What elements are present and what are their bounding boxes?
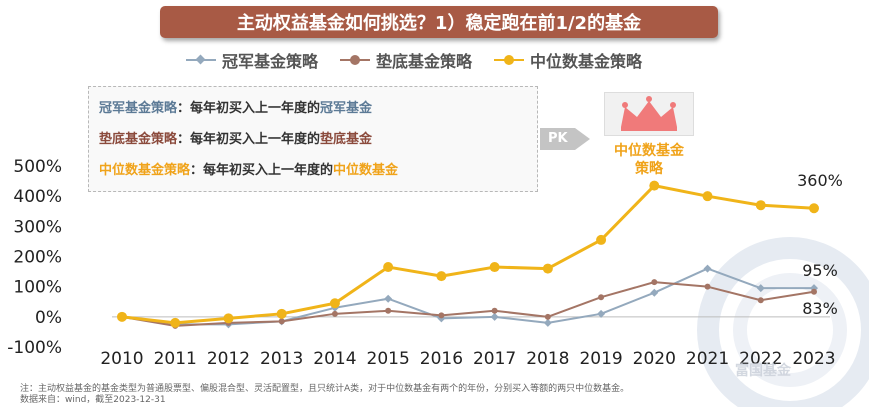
definition-target: 垫底基金 [320, 132, 373, 147]
data-point [649, 180, 660, 191]
y-tick-label: 100% [13, 278, 62, 298]
legend: 冠军基金策略 垫底基金策略 中位数基金策略 [186, 46, 706, 74]
end-labels: 360% 95% 83% [797, 171, 843, 318]
data-point [436, 271, 447, 282]
data-point [650, 288, 659, 297]
series-line [121, 184, 815, 325]
data-point [809, 203, 819, 214]
definition-text: ：每年初买入上一年度的 [177, 132, 321, 147]
chart-title-banner: 主动权益基金如何挑选？1）稳定跑在前1/2的基金 [160, 6, 718, 38]
data-point [543, 318, 552, 327]
legend-swatch-bottom [340, 54, 371, 66]
y-tick-label: 0% [35, 308, 62, 328]
y-tick-label: 400% [13, 187, 62, 207]
y-tick-label: 300% [13, 217, 62, 237]
data-point [702, 191, 713, 202]
legend-label-median: 中位数基金策略 [530, 52, 643, 71]
data-point [544, 313, 551, 320]
definition-term: 冠军基金策略 [99, 101, 178, 116]
y-tick-label: -100% [7, 338, 62, 358]
strategy-definition-box: 冠军基金策略：每年初买入上一年度的冠军基金 垫底基金策略：每年初买入上一年度的垫… [88, 86, 538, 192]
pk-label: PK [548, 131, 568, 146]
x-tick-label: 2022 [739, 349, 782, 369]
definition-target: 冠军基金 [320, 101, 373, 116]
definition-text: ：每年初买入上一年度的 [190, 163, 334, 178]
x-tick-label: 2011 [154, 349, 197, 369]
legend-swatch-champion [186, 54, 216, 66]
pk-arrow-icon: PK [540, 128, 590, 150]
data-point [383, 262, 394, 273]
data-point [329, 298, 340, 309]
watermark-logo [697, 237, 869, 407]
legend-swatch-median [494, 54, 525, 66]
y-tick-label: 200% [13, 248, 62, 268]
definition-champion: 冠军基金策略：每年初买入上一年度的冠军基金 [99, 93, 527, 124]
data-point [598, 294, 605, 301]
data-point [704, 283, 711, 290]
data-point [491, 307, 498, 314]
data-point [276, 308, 287, 319]
data-point [651, 279, 658, 286]
definition-median: 中位数基金策略：每年初买入上一年度的中位数基金 [99, 155, 527, 186]
series [117, 180, 819, 329]
crown-icon [621, 96, 677, 131]
watermark-text: 富国基金 [735, 363, 791, 379]
data-point [278, 318, 285, 325]
definition-term: 垫底基金策略 [99, 132, 178, 147]
x-tick-label: 2013 [260, 349, 303, 369]
data-point [811, 288, 817, 295]
y-tick-label: 500% [13, 157, 62, 177]
definition-target: 中位数基金 [333, 163, 399, 178]
data-point [703, 264, 712, 273]
legend-item-median: 中位数基金策略 [494, 48, 642, 72]
end-value-label: 360% [797, 171, 843, 190]
footnote-source: 数据来自：wind，截至2023-12-31 [20, 395, 166, 405]
data-point [117, 311, 127, 322]
legend-label-bottom: 垫底基金策略 [376, 52, 473, 71]
data-point [757, 297, 764, 304]
data-point [596, 234, 607, 245]
x-tick-label: 2019 [579, 349, 622, 369]
footnote: 注：主动权益基金的基金类型为普通股票型、偏股混合型、灵活配置型，且只统计A类，对… [20, 384, 780, 406]
x-tick-label: 2015 [367, 349, 410, 369]
pk-caption: 中位数基金策略 [614, 143, 684, 177]
data-point [490, 312, 499, 321]
legend-label-champion: 冠军基金策略 [222, 52, 319, 71]
x-tick-label: 2017 [473, 349, 516, 369]
data-point [597, 309, 606, 318]
x-tick-label: 2018 [526, 349, 569, 369]
series-line [121, 281, 815, 327]
x-axis: 2010 2011 2012 2013 2014 2015 2016 2017 2018 2019… [100, 349, 835, 369]
data-point [384, 294, 393, 303]
data-point [223, 313, 234, 324]
definition-term: 中位数基金策略 [99, 163, 191, 178]
end-value-label: 83% [802, 299, 838, 318]
definition-text: ：每年初买入上一年度的 [177, 101, 321, 116]
data-point [170, 317, 181, 328]
x-tick-label: 2012 [207, 349, 250, 369]
crown-icon-box [604, 92, 694, 136]
x-tick-label: 2014 [313, 349, 356, 369]
footnote-line: 注：主动权益基金的基金类型为普通股票型、偏股混合型、灵活配置型，且只统计A类，对… [20, 384, 630, 394]
chart-title: 主动权益基金如何挑选？1）稳定跑在前1/2的基金 [236, 13, 642, 34]
data-point [542, 263, 553, 274]
y-axis: -100% 0% 100% 200% 300% 400% 500% [7, 157, 62, 358]
data-point [755, 200, 766, 211]
definition-bottom: 垫底基金策略：每年初买入上一年度的垫底基金 [99, 124, 527, 155]
x-tick-label: 2023 [792, 349, 835, 369]
end-value-label: 95% [802, 261, 838, 280]
data-point [438, 312, 445, 319]
x-tick-label: 2020 [633, 349, 676, 369]
data-point [489, 262, 500, 273]
series-line [121, 267, 814, 326]
x-tick-label: 2016 [420, 349, 463, 369]
x-tick-label: 2010 [100, 349, 143, 369]
data-point [385, 307, 392, 314]
legend-item-champion: 冠军基金策略 [186, 48, 318, 72]
x-tick-label: 2021 [686, 349, 729, 369]
data-point [756, 284, 765, 293]
legend-item-bottom: 垫底基金策略 [340, 48, 472, 72]
data-point [331, 310, 338, 317]
